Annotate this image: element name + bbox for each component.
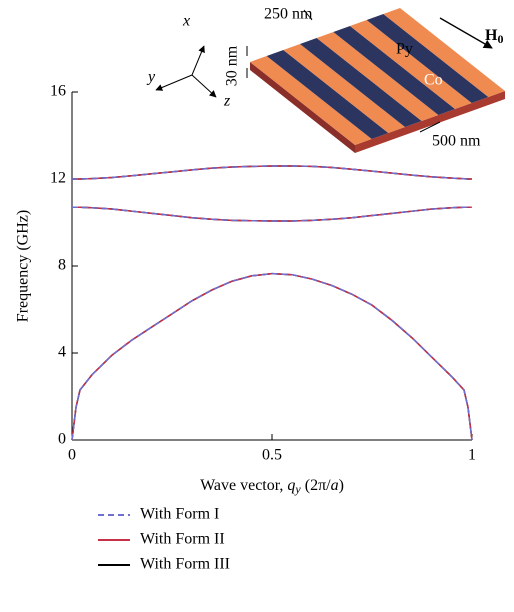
series-line bbox=[72, 165, 472, 180]
field-subscript: 0 bbox=[497, 32, 503, 46]
axis-arrow bbox=[191, 45, 205, 76]
x-label-part: ) bbox=[339, 477, 344, 494]
dimension-line bbox=[303, 9, 313, 21]
series-line bbox=[72, 206, 472, 222]
stripe bbox=[383, 8, 505, 97]
dimension-line bbox=[419, 121, 441, 133]
y-axis-label: Frequency (GHz) bbox=[15, 210, 32, 322]
stripe bbox=[300, 38, 422, 127]
field-symbol: H bbox=[485, 27, 498, 44]
stripes bbox=[250, 8, 505, 145]
x-label-part: Wave vector, bbox=[200, 477, 287, 494]
material-label: Py bbox=[396, 41, 413, 58]
axis-name: y bbox=[146, 69, 156, 86]
stripe bbox=[350, 20, 472, 109]
x-label-part: q bbox=[287, 477, 295, 494]
y-tick-label: 0 bbox=[58, 431, 66, 448]
axis-arrow bbox=[155, 74, 193, 91]
x-tick-label: 1 bbox=[468, 447, 476, 464]
dimension-label: 30 nm bbox=[224, 45, 241, 86]
stripe bbox=[283, 44, 405, 133]
series-line bbox=[72, 206, 472, 222]
x-tick-label: 0.5 bbox=[262, 447, 282, 464]
stripe bbox=[250, 56, 372, 145]
x-tick-label: 0 bbox=[68, 447, 76, 464]
axis-name: x bbox=[182, 13, 190, 30]
y-tick-label: 4 bbox=[58, 344, 66, 361]
legend-label: With Form I bbox=[140, 506, 219, 523]
series-line bbox=[71, 272, 473, 441]
axis-name: z bbox=[223, 93, 231, 110]
x-label-part: a bbox=[331, 477, 339, 494]
x-label-part: y bbox=[294, 482, 301, 496]
stripe bbox=[316, 32, 439, 121]
series-line bbox=[72, 206, 472, 222]
axis-arrow bbox=[191, 74, 217, 98]
slab-side bbox=[250, 62, 355, 153]
series-line bbox=[71, 272, 473, 441]
dimension-label: 250 nm bbox=[264, 6, 313, 23]
slab-side bbox=[355, 91, 505, 153]
stripe bbox=[366, 14, 489, 103]
series-line bbox=[72, 165, 472, 180]
x-axis-label: Wave vector, qy (2π/a) bbox=[200, 477, 344, 496]
y-tick-label: 16 bbox=[50, 83, 66, 100]
stripe bbox=[333, 26, 455, 115]
y-tick-label: 8 bbox=[58, 257, 66, 274]
y-tick-label: 12 bbox=[50, 170, 66, 187]
field-arrow bbox=[439, 17, 493, 49]
legend-label: With Form II bbox=[140, 531, 225, 548]
inset-diagram: x y z 250 nm 30 nm 500 nm Py Co H0 bbox=[146, 6, 505, 153]
series-line bbox=[71, 272, 473, 441]
stripe bbox=[266, 50, 389, 139]
series-line bbox=[72, 165, 472, 180]
legend-label: With Form III bbox=[140, 556, 230, 573]
x-label-part: (2π/ bbox=[301, 477, 331, 494]
material-label: Co bbox=[424, 72, 443, 89]
field-label: H0 bbox=[485, 27, 503, 46]
dimension-label: 500 nm bbox=[432, 133, 481, 150]
